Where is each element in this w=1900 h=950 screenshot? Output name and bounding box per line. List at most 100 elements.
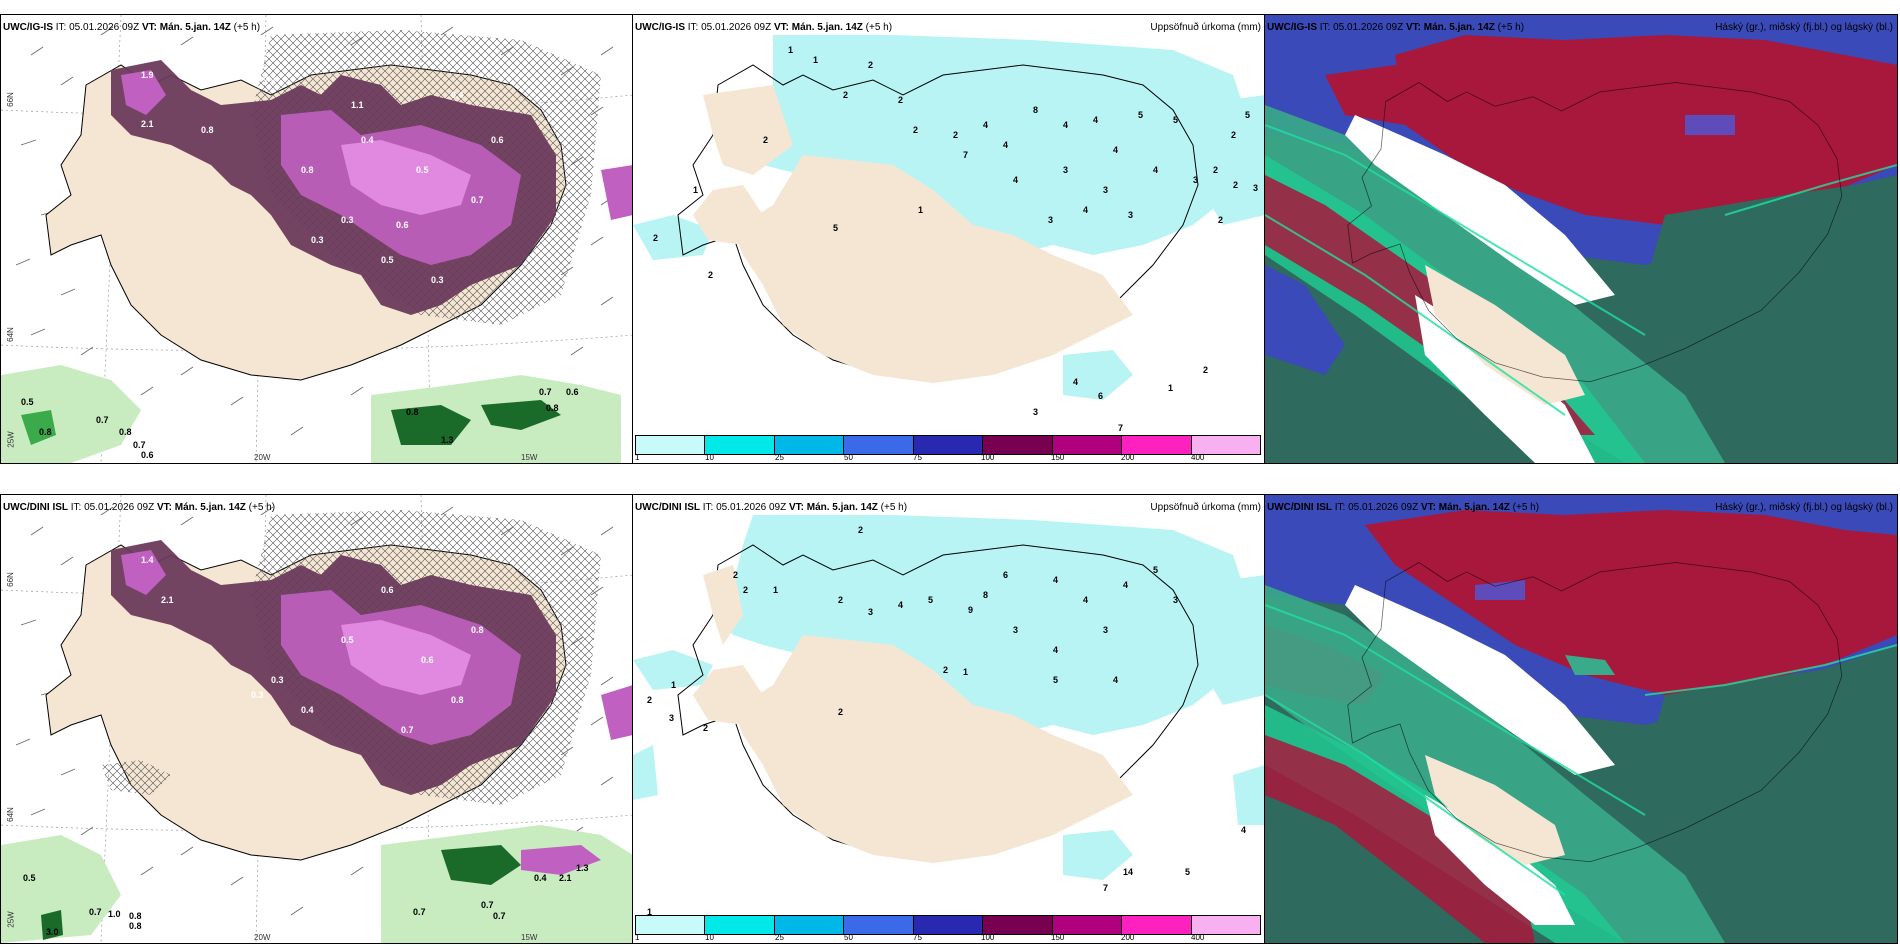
colorbar-tick: 50 — [844, 453, 853, 462]
value-label: 0.3 — [263, 73, 276, 83]
vt-label: VT: — [1405, 22, 1421, 33]
value-label: 0.3 — [311, 235, 324, 245]
value-label: 2 — [843, 90, 849, 100]
value-label: 0.7 — [413, 907, 426, 917]
offset: (+5 h) — [248, 502, 276, 513]
lon-label-15w: 15W — [521, 933, 538, 942]
value-label: 3 — [1173, 595, 1179, 605]
value-label: 0.3 — [271, 675, 284, 685]
value-label: 1 — [788, 45, 794, 55]
value-label: 1.3 — [576, 863, 589, 873]
colorbar-tick: 25 — [775, 933, 784, 942]
value-label: 3 — [1103, 185, 1109, 195]
offset: (+5 h) — [1497, 22, 1525, 33]
colorbar-swatch — [636, 916, 706, 934]
value-label: 7 — [1118, 423, 1124, 433]
value-label: 1 — [693, 185, 699, 195]
lon-label-25w: 25W — [6, 431, 16, 448]
value-label: 4 — [1063, 120, 1069, 130]
panel-bottom-mid-precip: UWC/DINI ISL IT: 05.01.2026 09Z VT: Mán.… — [632, 494, 1266, 944]
value-label: 9 — [968, 605, 974, 615]
map-bottom-mid — [633, 495, 1265, 943]
value-label: 2 — [703, 723, 709, 733]
value-label: 4 — [1013, 175, 1019, 185]
value-label: 2 — [1231, 130, 1237, 140]
value-label: 5 — [928, 595, 934, 605]
value-label: 5 — [1185, 867, 1191, 877]
model-name: UWC/DINI ISL — [3, 502, 68, 513]
value-label: 0.6 — [421, 655, 434, 665]
value-label: 3 — [669, 713, 675, 723]
offset: (+5 h) — [865, 22, 893, 33]
it-label: IT: — [702, 502, 714, 513]
colorbar-swatch — [1052, 436, 1123, 454]
colorbar-tick: 400 — [1191, 453, 1205, 462]
value-label: 0.8 — [546, 403, 559, 413]
value-label: 4 — [1113, 675, 1119, 685]
value-label: 3 — [1063, 165, 1069, 175]
value-label: 0.6 — [381, 585, 394, 595]
value-label: 1 — [963, 667, 969, 677]
value-label: 0.5 — [21, 397, 34, 407]
value-label: 0.8 — [406, 407, 419, 417]
top-right-title: UWC/IG-IS IT: 05.01.2026 09Z VT: Mán. 5.… — [1267, 22, 1524, 33]
value-label: 0.8 — [129, 921, 142, 931]
panel-bottom-left-precip-type: UWC/DINI ISL IT: 05.01.2026 09Z VT: Mán.… — [0, 494, 634, 944]
colorbar-tick: 10 — [705, 453, 714, 462]
vt-value: Mán. 5.jan. 14Z — [806, 502, 878, 513]
vt-value: Mán. 5.jan. 14Z — [791, 22, 863, 33]
value-label: 1.9 — [141, 70, 154, 80]
value-label: 3 — [1033, 407, 1039, 417]
map-bottom-left — [1, 495, 633, 943]
bottom-right-title: UWC/DINI ISL IT: 05.01.2026 09Z VT: Mán.… — [1267, 502, 1539, 513]
value-label: 4 — [1003, 140, 1009, 150]
value-label: 0.4 — [451, 90, 464, 100]
vt-label: VT: — [788, 502, 804, 513]
colorbar-tick: 400 — [1191, 933, 1205, 942]
value-label: 0.6 — [141, 450, 154, 460]
precip-title: Uppsöfnuð úrkoma (mm) — [1150, 22, 1261, 33]
value-label: 7 — [1103, 883, 1109, 893]
model-name: UWC/IG-IS — [1267, 22, 1317, 33]
value-label: 4 — [1073, 377, 1079, 387]
value-label: 1.4 — [141, 555, 154, 565]
value-label: 1 — [647, 907, 653, 917]
value-label: 1 — [671, 680, 677, 690]
value-label: 4 — [1053, 575, 1059, 585]
precip-title: Uppsöfnuð úrkoma (mm) — [1150, 502, 1261, 513]
value-label: 2.1 — [161, 595, 174, 605]
value-label: 2.1 — [141, 119, 154, 129]
it-value: 05.01.2026 09Z — [1348, 502, 1419, 513]
it-label: IT: — [687, 22, 699, 33]
value-label: 0.8 — [201, 125, 214, 135]
it-value: 05.01.2026 09Z — [701, 22, 772, 33]
value-label: 2 — [898, 95, 904, 105]
cloud-title: Háský (gr.), miðský (fj.bl.) og lágský (… — [1715, 22, 1893, 33]
value-label: 1.1 — [351, 100, 364, 110]
colorbar-tick: 1 — [635, 453, 640, 462]
value-label: 14 — [1123, 867, 1134, 877]
value-label: 0.7 — [493, 911, 506, 921]
value-label: 1 — [813, 55, 819, 65]
value-label: 3 — [1193, 175, 1199, 185]
offset: (+5 h) — [880, 502, 908, 513]
value-label: 0.8 — [39, 427, 52, 437]
value-label: 0.5 — [341, 635, 354, 645]
map-bottom-right — [1265, 495, 1897, 943]
value-label: 2 — [708, 270, 714, 280]
vt-label: VT: — [156, 502, 172, 513]
it-value: 05.01.2026 09Z — [1333, 22, 1404, 33]
colorbar-tick: 75 — [913, 933, 922, 942]
it-value: 05.01.2026 09Z — [84, 502, 155, 513]
colorbar-tick: 100 — [981, 453, 995, 462]
colorbar-tick: 150 — [1051, 933, 1065, 942]
panel-top-right-clouds: UWC/IG-IS IT: 05.01.2026 09Z VT: Mán. 5.… — [1264, 14, 1898, 464]
offset: (+5 h) — [233, 22, 261, 33]
colorbar-tick: 200 — [1121, 933, 1135, 942]
it-label: IT: — [1319, 22, 1331, 33]
value-label: 4 — [1153, 165, 1159, 175]
value-label: 0.5 — [23, 873, 36, 883]
value-label: 0.7 — [133, 440, 146, 450]
lat-label-64n: 64N — [5, 327, 15, 342]
value-label: 2 — [913, 125, 919, 135]
